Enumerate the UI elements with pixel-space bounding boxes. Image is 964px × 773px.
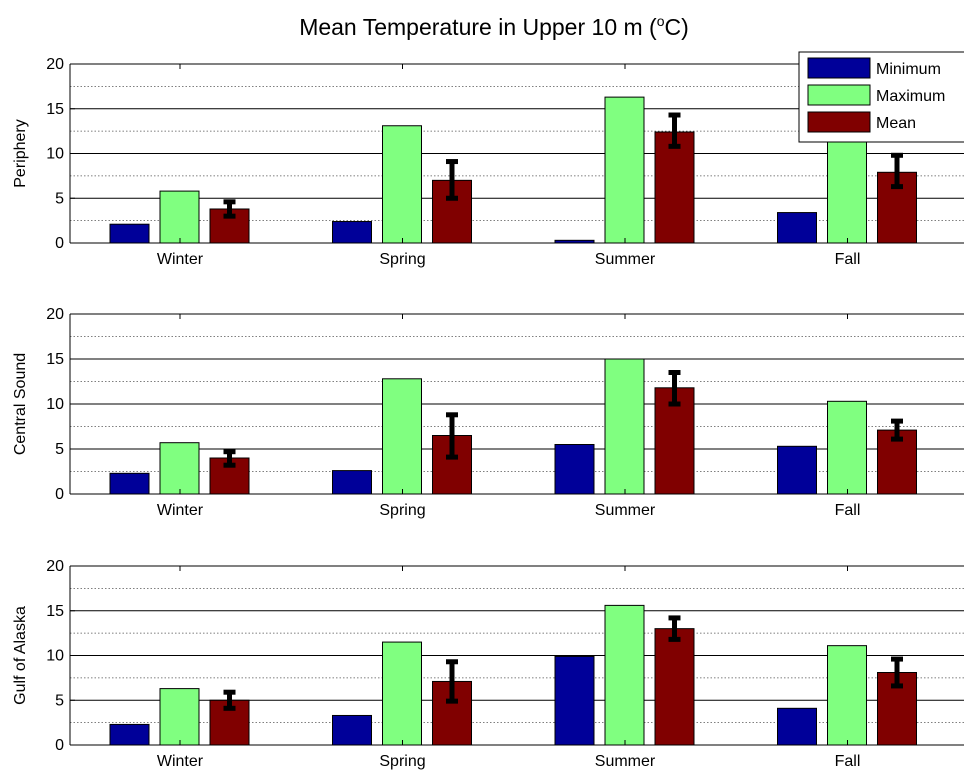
bar-minimum-summer — [554, 655, 595, 746]
errorbar — [891, 152, 903, 190]
legend-swatch-minimum — [807, 57, 871, 79]
bar-minimum-winter — [109, 472, 150, 495]
category-label: Spring — [379, 251, 425, 268]
chart-panel: 0 5 10 15 20 Winter Spring Summer Fall Periphery — [12, 56, 964, 268]
bar-maximum-summer — [604, 604, 645, 746]
y-tick-label: 0 — [55, 486, 64, 503]
legend: Minimum Maximum Mean — [798, 51, 964, 143]
bar-maximum-summer — [604, 96, 645, 244]
category-label: Fall — [835, 502, 861, 519]
bar-minimum-winter — [109, 223, 150, 244]
errorbar — [446, 159, 458, 201]
y-tick-label: 10 — [46, 396, 64, 413]
bar-mean-summer — [654, 628, 695, 746]
category-label: Winter — [157, 753, 204, 770]
y-tick-label: 20 — [46, 56, 64, 73]
bar-minimum-spring — [332, 714, 372, 746]
y-tick-label: 0 — [55, 235, 64, 252]
errorbar — [446, 659, 458, 704]
y-tick-label: 5 — [55, 441, 64, 458]
y-tick-label: 20 — [46, 558, 64, 575]
legend-label-maximum: Maximum — [876, 88, 945, 105]
errorbar — [668, 112, 681, 149]
bar-maximum-summer — [604, 358, 645, 495]
title-main: Mean Temperature in Upper 10 m ( — [299, 14, 657, 40]
y-tick-label: 20 — [46, 306, 64, 323]
errorbar — [891, 656, 903, 689]
category-label: Winter — [157, 502, 204, 519]
y-tick-label: 10 — [46, 146, 64, 163]
category-label: Summer — [595, 251, 656, 268]
y-axis-label: Periphery — [12, 119, 29, 187]
category-label: Fall — [835, 753, 861, 770]
errorbar — [668, 615, 681, 642]
chart-panel: 0 5 10 15 20 Winter Spring Summer Fall Central So… — [12, 306, 964, 519]
title-end: C) — [665, 14, 689, 40]
legend-swatch-mean — [807, 111, 871, 133]
title-superscript: o — [657, 13, 665, 29]
chart-panel: 0 5 10 15 20 Winter Spring Summer Fall Gulf of Al… — [12, 558, 964, 770]
y-tick-label: 5 — [55, 692, 64, 709]
bar-maximum-spring — [382, 378, 422, 495]
bar-minimum-fall — [777, 707, 817, 746]
category-label: Spring — [379, 753, 425, 770]
legend-swatch-maximum — [807, 84, 871, 106]
y-tick-label: 15 — [46, 101, 64, 118]
bar-maximum-winter — [159, 190, 200, 244]
figure-title: Mean Temperature in Upper 10 m (oC) — [299, 13, 689, 40]
errorbar — [223, 449, 236, 468]
errorbar — [223, 689, 236, 711]
bar-maximum-winter — [159, 688, 200, 746]
category-label: Fall — [835, 251, 861, 268]
category-label: Summer — [595, 502, 656, 519]
bar-maximum-spring — [382, 125, 422, 244]
bar-minimum-fall — [777, 445, 817, 495]
bar-mean-summer — [654, 131, 695, 244]
y-tick-label: 5 — [55, 190, 64, 207]
errorbar — [223, 199, 236, 219]
bar-minimum-spring — [332, 221, 372, 244]
bar-minimum-winter — [109, 723, 150, 746]
bar-maximum-fall — [827, 136, 867, 244]
category-label: Spring — [379, 502, 425, 519]
category-label: Summer — [595, 753, 656, 770]
y-axis-label: Gulf of Alaska — [12, 606, 29, 705]
y-axis-label: Central Sound — [12, 353, 29, 455]
errorbar — [446, 412, 458, 460]
bar-maximum-winter — [159, 442, 200, 495]
y-tick-label: 15 — [46, 351, 64, 368]
bar-minimum-fall — [777, 212, 817, 244]
y-tick-label: 15 — [46, 603, 64, 620]
legend-label-mean: Mean — [876, 115, 916, 132]
bar-maximum-spring — [382, 641, 422, 746]
y-tick-label: 0 — [55, 737, 64, 754]
errorbar — [891, 418, 903, 442]
category-label: Winter — [157, 251, 204, 268]
errorbar — [668, 370, 681, 407]
bar-maximum-fall — [827, 645, 867, 746]
y-tick-label: 10 — [46, 648, 64, 665]
bar-minimum-summer — [554, 444, 595, 495]
bar-maximum-fall — [827, 400, 867, 495]
legend-label-minimum: Minimum — [876, 61, 941, 78]
bar-minimum-spring — [332, 470, 372, 495]
